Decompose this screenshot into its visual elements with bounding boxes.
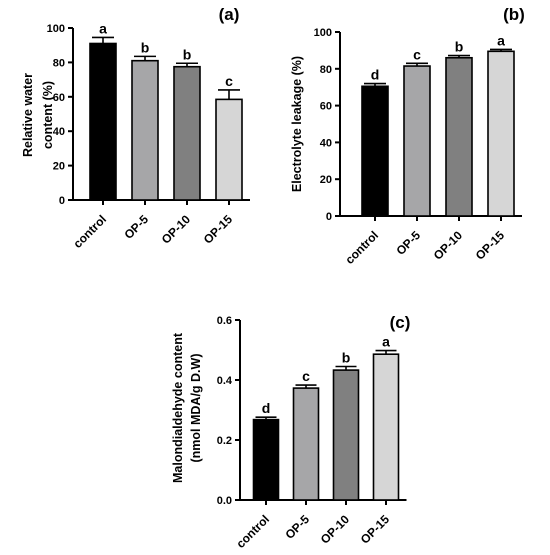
significance-label: c	[225, 73, 233, 89]
y-tick-label: 20	[320, 174, 332, 186]
significance-label: c	[413, 46, 421, 62]
x-tick-label: OP-15	[201, 212, 236, 247]
x-tick-label: OP-10	[318, 512, 353, 547]
y-tick-label: 60	[320, 101, 332, 113]
panel-label: (a)	[219, 5, 240, 24]
x-tick-label: OP-10	[159, 212, 194, 247]
bar-control	[361, 85, 389, 217]
y-tick-label: 100	[47, 23, 65, 35]
x-tick-label: OP-15	[473, 228, 508, 263]
x-tick-label: OP-5	[121, 212, 151, 242]
y-tick-label: 0.6	[217, 315, 232, 327]
x-tick-label: control	[70, 212, 109, 251]
x-tick-label: OP-5	[282, 512, 312, 542]
y-tick-label: 40	[53, 126, 65, 138]
significance-label: a	[382, 334, 390, 350]
y-axis-title: Relative water	[21, 73, 35, 157]
bar-op-5	[403, 65, 431, 217]
x-tick-label: control	[233, 512, 272, 551]
y-axis-title: content (%)	[41, 81, 55, 149]
x-tick-label: OP-15	[358, 512, 393, 547]
panel-c-chart: 0.0 0.2 0.4 0.6 d control c OP-5 b OP-10 a OP-15 Mal…	[171, 313, 410, 551]
significance-label: b	[342, 350, 351, 366]
y-tick-label: 40	[320, 137, 332, 149]
y-tick-label: 0	[59, 195, 65, 207]
x-tick-label: OP-5	[393, 228, 423, 258]
bar-op-15	[215, 98, 243, 201]
bar-op-15	[372, 353, 400, 501]
panel-b-chart: 0 20 40 60 80 100 d control c OP-5 b OP-10 a OP-15 Ele…	[290, 5, 525, 267]
significance-label: b	[141, 39, 150, 55]
bar-control	[89, 42, 117, 201]
significance-label: d	[371, 67, 380, 83]
y-axis-title: Malondialdehyde content	[171, 332, 185, 483]
panel-label: (b)	[503, 5, 525, 24]
panel-label: (c)	[390, 313, 411, 332]
x-tick-label: OP-10	[431, 228, 466, 263]
bar-op-5	[292, 387, 320, 501]
y-axis-title: (nmol MDA/g D.W)	[189, 353, 203, 462]
y-tick-label: 60	[53, 92, 65, 104]
x-tick-label: control	[342, 228, 381, 267]
significance-label: b	[455, 39, 464, 55]
y-tick-label: 0.2	[217, 435, 232, 447]
y-tick-label: 20	[53, 161, 65, 173]
y-tick-label: 80	[53, 57, 65, 69]
y-tick-label: 80	[320, 64, 332, 76]
significance-label: c	[302, 368, 310, 384]
bar-op-10	[332, 369, 360, 501]
y-tick-label: 0	[326, 211, 332, 223]
significance-label: a	[99, 20, 107, 36]
y-tick-label: 0.4	[217, 375, 233, 387]
y-axis-title: Electrolyte leakage (%)	[290, 56, 304, 192]
bar-op-15	[487, 50, 515, 217]
significance-label: d	[262, 400, 271, 416]
panel-a-chart: 0 20 40 60 80 100 a control b OP-5 b OP-10 c OP-15 Rel…	[21, 5, 250, 251]
significance-label: a	[497, 32, 505, 48]
bar-op-10	[173, 65, 201, 201]
significance-label: b	[183, 46, 192, 62]
y-tick-label: 100	[314, 27, 332, 39]
y-tick-label: 0.0	[217, 495, 232, 507]
bar-control	[252, 418, 280, 501]
bar-op-10	[445, 56, 473, 217]
bar-op-5	[131, 59, 159, 201]
